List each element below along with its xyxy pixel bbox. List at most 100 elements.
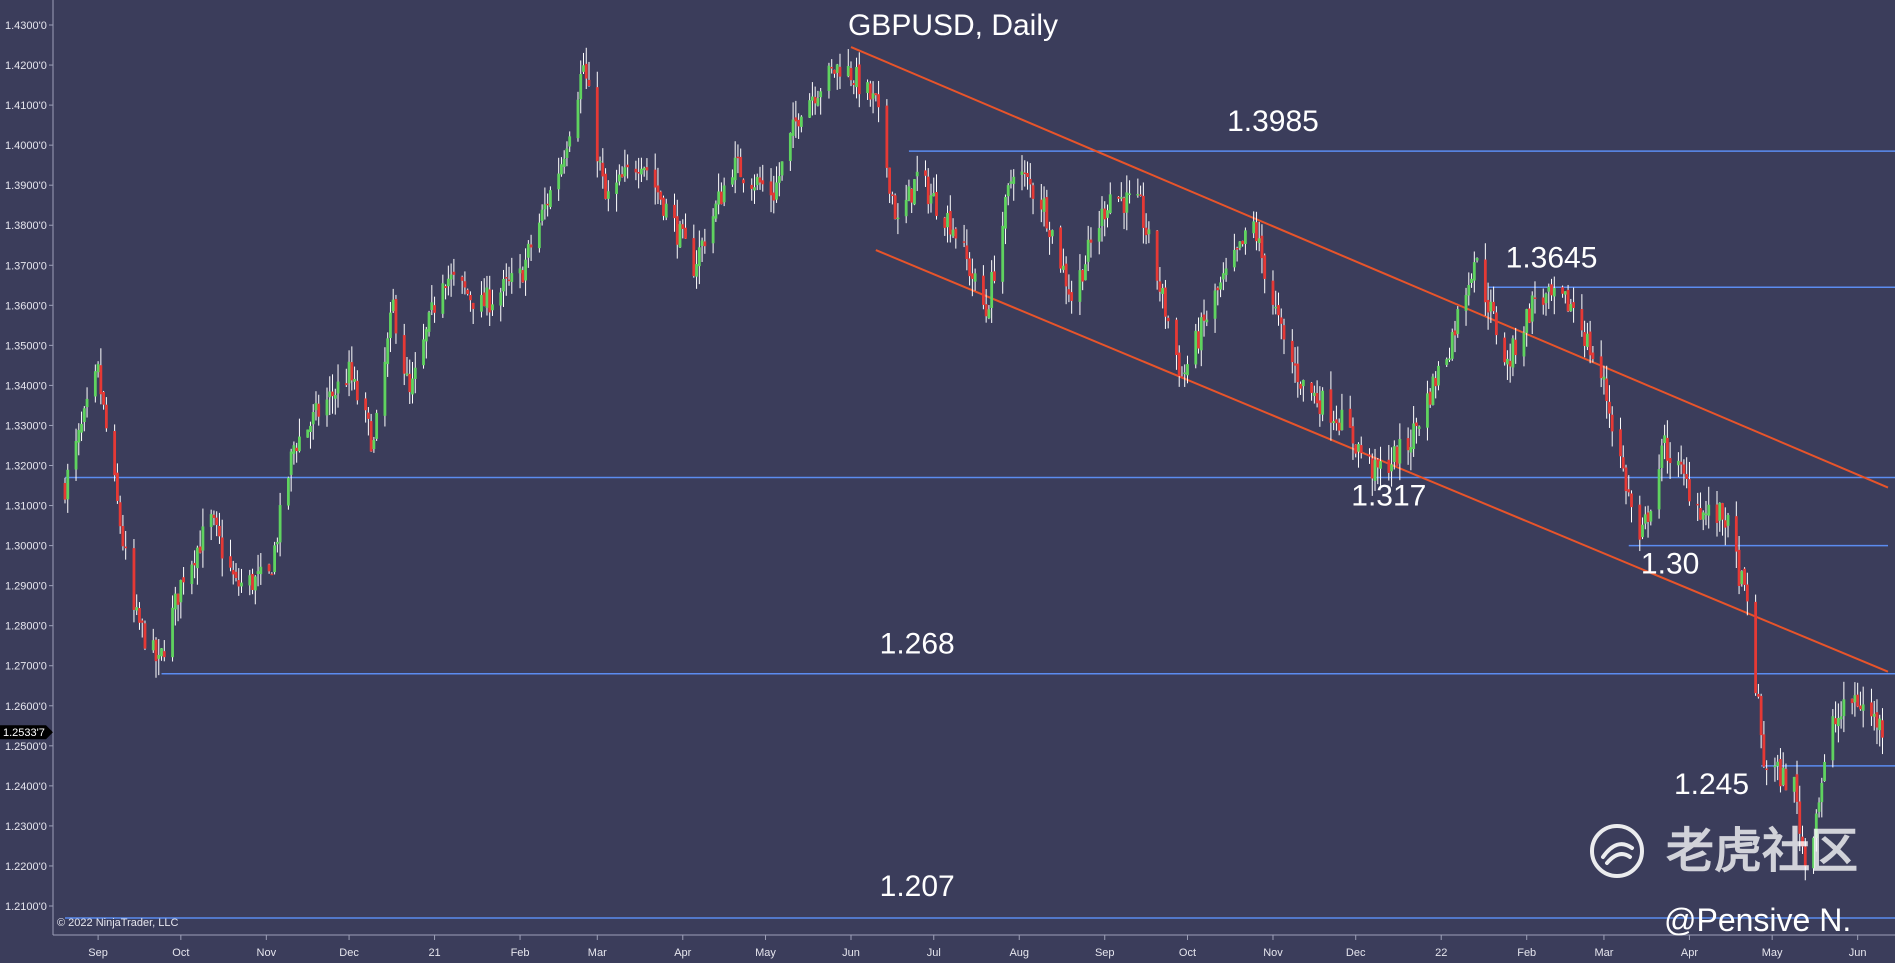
bear-candle [1610, 414, 1614, 432]
level-label: 1.30 [1641, 548, 1699, 581]
chart-title: GBPUSD, Daily [848, 9, 1058, 42]
x-axis-ticks: Sep Oct Nov Dec 21 Feb Mar Apr May Jun Jul Aug Sep Oc… [88, 935, 1867, 959]
copyright-notice: © 2022 NinjaTrader, LLC [57, 917, 178, 929]
bull-candle [1398, 439, 1402, 464]
bull-candle [1450, 332, 1454, 359]
bull-candle [518, 268, 522, 274]
bull-candle [722, 185, 726, 203]
bear-candle [758, 177, 762, 183]
bull-candle [1274, 306, 1278, 309]
bull-candle [623, 167, 627, 177]
bear-candle [1026, 173, 1029, 178]
bear-candle [838, 66, 842, 77]
bear-candle [626, 164, 630, 168]
bull-candle [1707, 504, 1711, 516]
bull-candle [642, 167, 646, 171]
bull-candle [1340, 409, 1344, 431]
bull-candle [915, 171, 919, 177]
bear-candle [1164, 287, 1167, 317]
bull-candle [819, 91, 823, 98]
bear-candle [1737, 549, 1741, 586]
x-tick-label: Oct [172, 947, 189, 959]
x-tick-label: May [755, 947, 776, 959]
bear-candle [962, 241, 966, 243]
bear-candle [182, 577, 185, 583]
bear-candle [1299, 383, 1302, 389]
brand-watermark: 老虎社区 [1666, 825, 1858, 878]
bear-candle [675, 216, 679, 245]
bull-candle [383, 361, 387, 416]
bull-candle [987, 309, 991, 319]
y-tick-label: 1.3300'0 [5, 420, 47, 432]
bull-candle [1409, 447, 1413, 453]
bear-candle [350, 362, 354, 381]
bull-candle [904, 199, 908, 217]
bear-candle [637, 171, 641, 174]
level-label: 1.3645 [1506, 241, 1598, 274]
bear-candle [1665, 437, 1669, 461]
x-tick-label: Jul [927, 947, 941, 959]
bull-candle [1456, 309, 1460, 335]
bull-candle [1431, 376, 1435, 405]
bull-candle [353, 378, 356, 382]
bear-candle [1235, 247, 1239, 250]
bull-candle [562, 158, 566, 167]
x-tick-label: 22 [1435, 947, 1447, 959]
bear-candle [739, 156, 743, 178]
bear-candle [1779, 759, 1782, 787]
bear-candle [681, 224, 685, 229]
bull-candle [777, 176, 781, 183]
bear-candle [482, 292, 486, 307]
bull-candle [1417, 426, 1421, 429]
bear-candle [877, 94, 880, 108]
bear-candle [1354, 444, 1358, 454]
level-label: 1.317 [1351, 480, 1426, 513]
bull-candle [1853, 695, 1857, 703]
bear-candle [620, 174, 624, 178]
bear-candle [1279, 317, 1283, 324]
bull-candle [1569, 304, 1573, 312]
x-tick-label: Mar [588, 947, 607, 959]
bull-candle [190, 564, 194, 585]
bull-candle [1489, 301, 1493, 312]
current-price-marker: 1.2533'7 [0, 725, 53, 740]
bear-candle [893, 195, 897, 220]
bull-candle [568, 136, 572, 147]
bear-candle [267, 564, 271, 572]
bear-candle [546, 203, 550, 206]
bull-candle [240, 582, 243, 587]
x-tick-label: Feb [1517, 947, 1536, 959]
bull-candle [510, 273, 514, 282]
bear-candle [116, 472, 119, 501]
bull-candle [256, 571, 260, 574]
bull-candle [449, 274, 453, 280]
bear-candle [121, 526, 125, 547]
bear-candle [890, 194, 894, 196]
bear-candle [452, 271, 456, 275]
bear-candle [1699, 508, 1702, 520]
y-tick-label: 1.3700'0 [5, 260, 47, 272]
bear-candle [692, 238, 696, 277]
bull-candle [1544, 293, 1548, 304]
bear-candle [251, 573, 254, 590]
bull-candle [424, 329, 428, 342]
bear-candle [595, 87, 599, 162]
bear-candle [1453, 330, 1457, 336]
bull-candle [1792, 776, 1796, 792]
bear-candle [218, 525, 221, 537]
bear-candle [874, 93, 878, 96]
bear-candle [684, 227, 687, 239]
bull-candle [405, 373, 409, 376]
bull-candle [1243, 230, 1247, 245]
bull-candle [1001, 225, 1005, 282]
bull-candle [248, 575, 252, 586]
bear-candle [1089, 239, 1093, 243]
bear-candle [1255, 222, 1258, 242]
bull-candle [1012, 176, 1016, 184]
bull-candle [640, 168, 643, 175]
y-tick-label: 1.2100'0 [5, 901, 47, 913]
bear-candle [237, 580, 241, 587]
bear-candle [954, 228, 958, 239]
bear-candle [1359, 445, 1363, 454]
bear-candle [1754, 601, 1758, 694]
